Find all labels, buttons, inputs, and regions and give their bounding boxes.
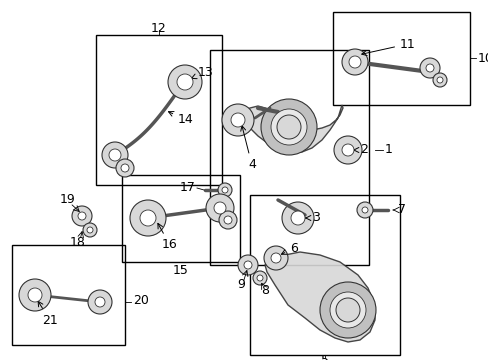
- Circle shape: [319, 282, 375, 338]
- Circle shape: [28, 288, 42, 302]
- Circle shape: [95, 297, 105, 307]
- Circle shape: [205, 194, 234, 222]
- Circle shape: [276, 115, 301, 139]
- Circle shape: [264, 246, 287, 270]
- Circle shape: [222, 187, 227, 193]
- Text: 2: 2: [353, 144, 367, 157]
- Circle shape: [282, 202, 313, 234]
- Circle shape: [88, 290, 112, 314]
- Text: 19: 19: [60, 193, 76, 207]
- Text: 15: 15: [173, 264, 188, 276]
- Circle shape: [140, 210, 156, 226]
- Circle shape: [224, 216, 231, 224]
- Text: 11: 11: [361, 37, 415, 55]
- Circle shape: [78, 212, 86, 220]
- Text: 16: 16: [158, 224, 177, 252]
- Polygon shape: [235, 105, 342, 153]
- Circle shape: [252, 271, 266, 285]
- Circle shape: [219, 211, 237, 229]
- Bar: [96, 35, 222, 185]
- Text: 3: 3: [305, 211, 319, 225]
- Circle shape: [348, 56, 360, 68]
- Bar: [209, 50, 368, 265]
- Text: 14: 14: [168, 112, 193, 126]
- Circle shape: [361, 207, 367, 213]
- Circle shape: [261, 99, 316, 155]
- Circle shape: [335, 298, 359, 322]
- Circle shape: [432, 73, 446, 87]
- Text: 9: 9: [237, 279, 244, 292]
- Circle shape: [121, 164, 129, 172]
- Circle shape: [341, 144, 353, 156]
- Circle shape: [425, 64, 433, 72]
- Circle shape: [329, 292, 365, 328]
- Text: 21: 21: [38, 301, 58, 327]
- Circle shape: [238, 255, 258, 275]
- Text: 18: 18: [70, 235, 86, 248]
- Text: 8: 8: [261, 284, 268, 297]
- Circle shape: [419, 58, 439, 78]
- Circle shape: [341, 49, 367, 75]
- Circle shape: [222, 104, 253, 136]
- Text: 20: 20: [133, 293, 148, 306]
- Circle shape: [333, 136, 361, 164]
- Text: 4: 4: [240, 126, 255, 171]
- Text: 5: 5: [320, 354, 328, 360]
- Circle shape: [177, 74, 193, 90]
- Circle shape: [257, 275, 263, 281]
- Bar: [122, 175, 240, 262]
- Circle shape: [244, 261, 251, 269]
- Circle shape: [168, 65, 202, 99]
- Circle shape: [270, 253, 281, 263]
- Circle shape: [270, 109, 306, 145]
- Text: 17: 17: [180, 181, 196, 194]
- Circle shape: [214, 202, 225, 214]
- Circle shape: [87, 227, 93, 233]
- Circle shape: [116, 159, 134, 177]
- Text: 7: 7: [397, 203, 405, 216]
- Bar: [249, 195, 399, 355]
- Polygon shape: [264, 252, 374, 342]
- Bar: [332, 12, 469, 105]
- Circle shape: [356, 202, 372, 218]
- Text: 6: 6: [281, 242, 297, 255]
- Circle shape: [72, 206, 92, 226]
- Circle shape: [19, 279, 51, 311]
- Circle shape: [436, 77, 442, 83]
- Circle shape: [218, 183, 231, 197]
- Circle shape: [109, 149, 121, 161]
- Circle shape: [83, 223, 97, 237]
- Circle shape: [230, 113, 244, 127]
- Circle shape: [102, 142, 128, 168]
- Circle shape: [130, 200, 165, 236]
- Bar: [12, 245, 125, 345]
- Text: 12: 12: [151, 22, 166, 35]
- Text: 13: 13: [191, 66, 213, 79]
- Text: 1: 1: [384, 144, 392, 157]
- Circle shape: [290, 211, 305, 225]
- Text: 10: 10: [477, 51, 488, 64]
